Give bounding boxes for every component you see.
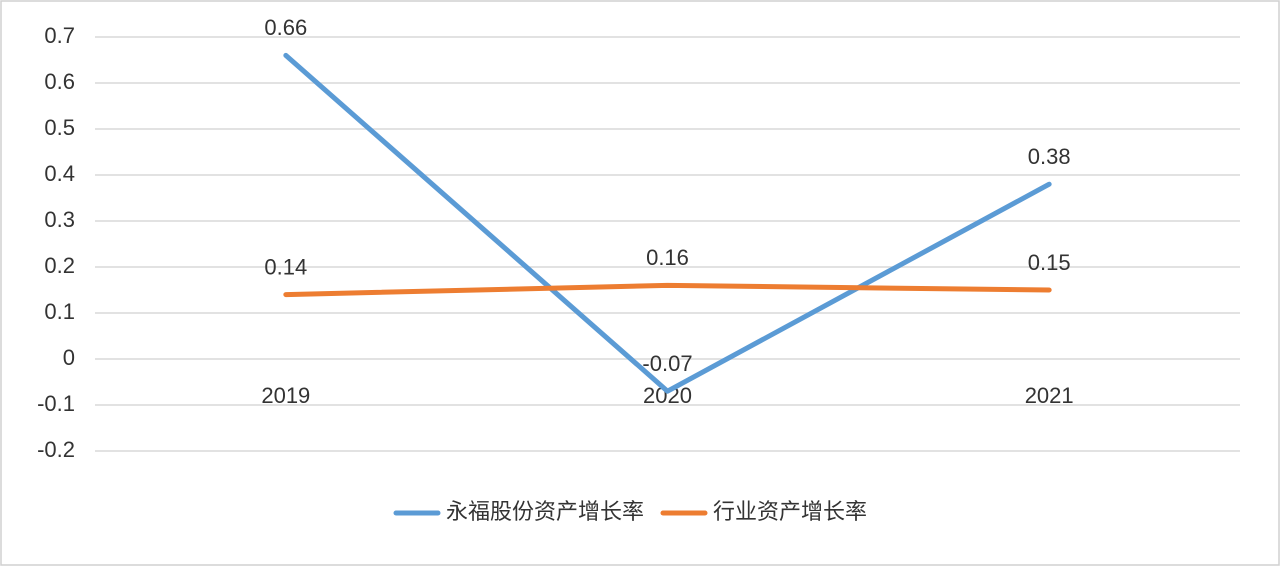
y-tick-label: -0.2	[37, 437, 75, 462]
legend-label: 永福股份资产增长率	[446, 499, 644, 524]
y-tick-label: -0.1	[37, 391, 75, 416]
series-line	[283, 282, 1052, 298]
data-label: 0.38	[1028, 144, 1071, 169]
x-tick-label: 2021	[1025, 383, 1074, 408]
y-tick-label: 0.5	[44, 115, 75, 140]
y-tick-label: 0.7	[44, 23, 75, 48]
x-tick-label: 2019	[261, 383, 310, 408]
data-label: -0.07	[642, 351, 692, 376]
data-label: 0.16	[646, 245, 689, 270]
series-line	[283, 52, 1052, 394]
data-label: 0.14	[264, 254, 307, 279]
y-tick-label: 0.4	[44, 161, 75, 186]
x-tick-label: 2020	[643, 383, 692, 408]
data-label: 0.66	[264, 15, 307, 40]
y-tick-label: 0	[63, 345, 75, 370]
legend-label: 行业资产增长率	[713, 499, 867, 524]
y-tick-label: 0.1	[44, 299, 75, 324]
y-tick-label: 0.3	[44, 207, 75, 232]
y-tick-label: 0.2	[44, 253, 75, 278]
y-tick-label: 0.6	[44, 69, 75, 94]
data-label: 0.15	[1028, 250, 1071, 275]
